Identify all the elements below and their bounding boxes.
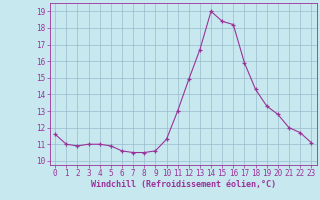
X-axis label: Windchill (Refroidissement éolien,°C): Windchill (Refroidissement éolien,°C) [91,180,276,189]
